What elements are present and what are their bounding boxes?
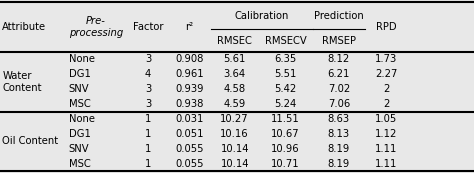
Text: 10.71: 10.71 [271,159,300,169]
Text: SNV: SNV [69,84,90,94]
Text: 1.05: 1.05 [375,114,397,124]
Text: 0.031: 0.031 [175,114,204,124]
Text: 7.06: 7.06 [328,99,350,109]
Text: RMSECV: RMSECV [264,36,307,46]
Text: 1: 1 [145,129,151,139]
Text: r²: r² [185,22,194,32]
Text: DG1: DG1 [69,69,91,79]
Text: 1: 1 [145,144,151,154]
Text: 0.055: 0.055 [175,144,204,154]
Text: 6.35: 6.35 [274,54,297,64]
Text: 0.055: 0.055 [175,159,204,169]
Text: 5.61: 5.61 [223,54,246,64]
Text: 10.27: 10.27 [220,114,249,124]
Text: RPD: RPD [376,22,397,32]
Text: 5.51: 5.51 [274,69,297,79]
Text: MSC: MSC [69,159,91,169]
Text: 1.12: 1.12 [375,129,398,139]
Text: 2.27: 2.27 [375,69,398,79]
Text: 10.96: 10.96 [271,144,300,154]
Text: 10.14: 10.14 [220,144,249,154]
Text: 4.58: 4.58 [224,84,246,94]
Text: 0.908: 0.908 [175,54,204,64]
Text: Factor: Factor [133,22,164,32]
Text: 1: 1 [145,114,151,124]
Text: 6.21: 6.21 [328,69,350,79]
Text: 1.73: 1.73 [375,54,397,64]
Text: 0.051: 0.051 [175,129,204,139]
Text: SNV: SNV [69,144,90,154]
Text: 0.939: 0.939 [175,84,204,94]
Text: 8.63: 8.63 [328,114,350,124]
Text: 1.11: 1.11 [375,144,398,154]
Text: Oil Content: Oil Content [2,136,58,146]
Text: None: None [69,54,95,64]
Text: Prediction: Prediction [314,11,364,21]
Text: 1.11: 1.11 [375,159,398,169]
Text: 8.19: 8.19 [328,144,350,154]
Text: 10.16: 10.16 [220,129,249,139]
Text: 0.938: 0.938 [175,99,204,109]
Text: Water
Content: Water Content [2,71,42,93]
Text: 2: 2 [383,99,390,109]
Text: 3: 3 [145,84,151,94]
Text: 8.13: 8.13 [328,129,350,139]
Text: MSC: MSC [69,99,91,109]
Text: 8.19: 8.19 [328,159,350,169]
Text: DG1: DG1 [69,129,91,139]
Text: 11.51: 11.51 [271,114,300,124]
Text: Pre-
processing: Pre- processing [69,16,123,38]
Text: Attribute: Attribute [2,22,46,32]
Text: 7.02: 7.02 [328,84,350,94]
Text: None: None [69,114,95,124]
Text: 1: 1 [145,159,151,169]
Text: 5.42: 5.42 [274,84,297,94]
Text: 2: 2 [383,84,390,94]
Text: 3: 3 [145,54,151,64]
Text: 4: 4 [145,69,151,79]
Text: 3.64: 3.64 [224,69,246,79]
Text: 3: 3 [145,99,151,109]
Text: 5.24: 5.24 [274,99,297,109]
Text: 4.59: 4.59 [224,99,246,109]
Text: 0.961: 0.961 [175,69,204,79]
Text: 8.12: 8.12 [328,54,350,64]
Text: RMSEC: RMSEC [217,36,252,46]
Text: Calibration: Calibration [235,11,289,21]
Text: RMSEP: RMSEP [322,36,356,46]
Text: 10.14: 10.14 [220,159,249,169]
Text: 10.67: 10.67 [271,129,300,139]
